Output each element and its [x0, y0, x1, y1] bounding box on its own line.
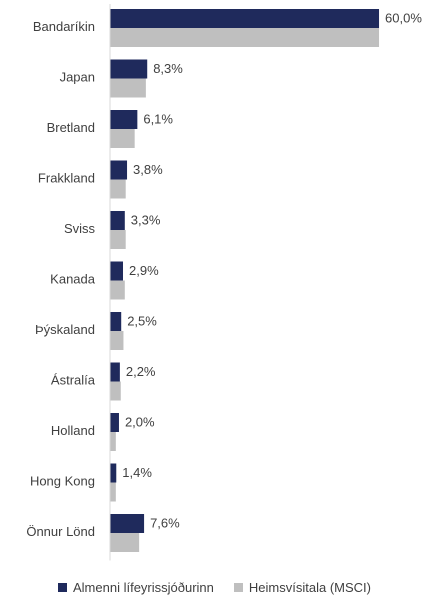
fund-bar-y-skaland: [110, 312, 122, 331]
legend-swatch-msci: [233, 583, 243, 592]
fund-bar-o-nnur-lo-nd: [110, 514, 145, 533]
value-label-bretland: 6,1%: [143, 112, 173, 127]
category-label-hong-kong: Hong Kong: [30, 474, 95, 489]
value-label-hong-kong: 1,4%: [122, 465, 152, 480]
fund-bar-bandari-kin: [110, 9, 380, 28]
msci-bar-japan: [110, 78, 146, 98]
msci-bar-kanada: [110, 280, 125, 300]
value-label-frakkland: 3,8%: [133, 162, 163, 177]
value-label-bandari-kin: 60,0%: [385, 11, 422, 26]
fund-bar-sviss: [110, 211, 125, 230]
msci-bar-y-skaland: [110, 331, 124, 350]
bar-chart: Bandaríkin 60,0% Japan 8,3% Bretland 6,1% Frak…: [26, 4, 422, 561]
msci-bar-hong-kong: [110, 482, 116, 502]
msci-bar-bandari-kin: [110, 28, 380, 47]
category-label-japan: Japan: [60, 70, 95, 85]
legend-label-msci: Heimsvísitala (MSCI): [248, 580, 371, 595]
value-label-japan: 8,3%: [153, 61, 183, 76]
category-label-holland: Holland: [51, 423, 95, 438]
fund-bar-holland: [110, 413, 119, 432]
fund-bar-a-strali-a: [110, 362, 120, 382]
legend-swatch-fund: [58, 583, 67, 592]
msci-bar-bretland: [110, 129, 135, 148]
msci-bar-sviss: [110, 230, 126, 249]
value-label-o-nnur-lo-nd: 7,6%: [150, 516, 180, 531]
category-label-sviss: Sviss: [64, 221, 96, 236]
category-label-o-nnur-lo-nd: Önnur Lönd: [26, 524, 95, 539]
fund-bar-hong-kong: [110, 463, 117, 483]
category-label-frakkland: Frakkland: [38, 171, 95, 186]
msci-bar-o-nnur-lo-nd: [110, 533, 140, 552]
category-label-bandari-kin: Bandaríkin: [33, 19, 95, 34]
msci-bar-a-strali-a: [110, 381, 121, 401]
value-label-y-skaland: 2,5%: [127, 314, 157, 329]
value-label-holland: 2,0%: [125, 415, 155, 430]
category-label-y-skaland: Þýskaland: [35, 322, 95, 337]
legend-item-fund: Almenni lífeyrissjóðurinn: [58, 580, 214, 595]
fund-bar-japan: [110, 59, 148, 79]
legend-item-msci: Heimsvísitala (MSCI): [233, 580, 371, 595]
fund-bar-kanada: [110, 261, 124, 281]
msci-bar-holland: [110, 432, 116, 451]
msci-bar-frakkland: [110, 179, 126, 199]
value-label-a-strali-a: 2,2%: [126, 364, 156, 379]
fund-bar-frakkland: [110, 160, 128, 180]
category-label-bretland: Bretland: [47, 120, 95, 135]
fund-bar-bretland: [110, 110, 138, 129]
value-label-kanada: 2,9%: [129, 263, 159, 278]
legend: Almenni lífeyrissjóðurinn Heimsvísitala …: [58, 580, 391, 595]
category-label-kanada: Kanada: [50, 272, 96, 287]
category-label-a-strali-a: Ástralía: [51, 373, 96, 388]
value-label-sviss: 3,3%: [131, 213, 161, 228]
legend-label-fund: Almenni lífeyrissjóðurinn: [73, 580, 214, 595]
